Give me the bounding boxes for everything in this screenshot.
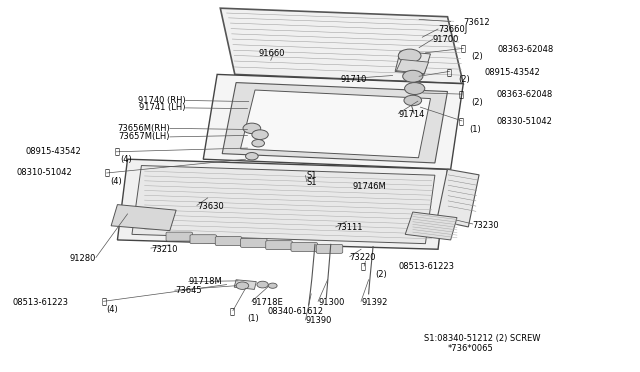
Polygon shape [241, 90, 431, 158]
Text: 73220: 73220 [349, 253, 376, 262]
Circle shape [252, 140, 264, 147]
Circle shape [403, 70, 423, 82]
Text: (1): (1) [248, 314, 259, 323]
Text: 08330-51042: 08330-51042 [497, 117, 552, 126]
Text: Ⓢ: Ⓢ [102, 298, 107, 307]
Text: 08513-61223: 08513-61223 [13, 298, 69, 307]
Text: 08310-51042: 08310-51042 [16, 169, 72, 177]
Text: S1:08340-51212 (2) SCREW: S1:08340-51212 (2) SCREW [424, 334, 541, 343]
Text: Ⓜ: Ⓜ [115, 147, 119, 156]
FancyBboxPatch shape [166, 232, 193, 241]
Text: 91710: 91710 [340, 76, 367, 84]
Polygon shape [395, 51, 431, 74]
Circle shape [257, 281, 268, 288]
Circle shape [252, 130, 268, 140]
Text: 91740 (RH): 91740 (RH) [138, 96, 186, 105]
Circle shape [236, 282, 249, 289]
Text: 08915-43542: 08915-43542 [484, 68, 540, 77]
Text: 73230: 73230 [473, 221, 499, 230]
Text: (4): (4) [120, 155, 132, 164]
Text: 08915-43542: 08915-43542 [26, 147, 81, 156]
Text: 73660J: 73660J [438, 25, 467, 34]
Text: Ⓢ: Ⓢ [459, 90, 464, 99]
Text: 91741 (LH): 91741 (LH) [139, 103, 186, 112]
Text: Ⓢ: Ⓢ [460, 45, 465, 54]
Polygon shape [132, 166, 435, 244]
Text: (1): (1) [470, 125, 481, 134]
Text: 91718M: 91718M [189, 277, 223, 286]
Text: 08363-62048: 08363-62048 [498, 45, 554, 54]
Text: Ⓢ: Ⓢ [105, 169, 110, 177]
Polygon shape [396, 60, 429, 74]
FancyBboxPatch shape [241, 238, 267, 247]
FancyBboxPatch shape [291, 243, 317, 251]
Text: 73630: 73630 [197, 202, 224, 211]
Text: (2): (2) [458, 76, 470, 84]
Circle shape [246, 153, 258, 160]
Text: 08340-61612: 08340-61612 [268, 307, 324, 316]
Text: Ⓢ: Ⓢ [230, 307, 235, 316]
Text: Ⓜ: Ⓜ [446, 68, 451, 77]
Polygon shape [111, 205, 176, 231]
Text: (2): (2) [471, 98, 483, 107]
Text: 73656M(RH): 73656M(RH) [117, 124, 170, 133]
Circle shape [398, 49, 421, 62]
Circle shape [268, 283, 277, 288]
Text: 08363-62048: 08363-62048 [497, 90, 553, 99]
Text: 73111: 73111 [336, 223, 362, 232]
Text: 91714: 91714 [398, 110, 425, 119]
Polygon shape [204, 74, 463, 169]
Text: 91390: 91390 [305, 316, 332, 325]
Text: 73645: 73645 [175, 286, 202, 295]
Text: (2): (2) [375, 270, 387, 279]
Circle shape [243, 123, 260, 134]
FancyBboxPatch shape [266, 241, 292, 250]
Text: 91660: 91660 [258, 49, 285, 58]
Text: 73657M(LH): 73657M(LH) [118, 132, 170, 141]
Polygon shape [117, 159, 447, 249]
Text: S1: S1 [307, 178, 317, 187]
Text: (2): (2) [471, 52, 483, 61]
Text: Ⓢ: Ⓢ [361, 262, 366, 271]
Text: 91700: 91700 [433, 35, 460, 44]
Circle shape [404, 95, 422, 106]
Text: 91746M: 91746M [353, 182, 387, 191]
FancyBboxPatch shape [316, 244, 343, 253]
Text: (4): (4) [106, 305, 118, 314]
FancyBboxPatch shape [215, 237, 242, 246]
Text: 91280: 91280 [70, 254, 96, 263]
Text: Ⓢ: Ⓢ [459, 117, 464, 126]
Text: 91392: 91392 [361, 298, 387, 307]
FancyBboxPatch shape [190, 235, 216, 244]
Polygon shape [220, 8, 463, 84]
Polygon shape [436, 169, 479, 227]
Text: 73210: 73210 [151, 245, 177, 254]
Text: *736*0065: *736*0065 [447, 344, 493, 353]
Text: (4): (4) [111, 177, 122, 186]
Circle shape [404, 83, 425, 94]
Text: 91300: 91300 [318, 298, 344, 307]
Text: 91718E: 91718E [252, 298, 284, 307]
Text: 08513-61223: 08513-61223 [399, 262, 455, 271]
Polygon shape [405, 212, 457, 240]
Text: 73612: 73612 [463, 18, 490, 27]
Text: S1: S1 [307, 171, 317, 180]
Polygon shape [222, 83, 447, 163]
Polygon shape [234, 280, 256, 289]
